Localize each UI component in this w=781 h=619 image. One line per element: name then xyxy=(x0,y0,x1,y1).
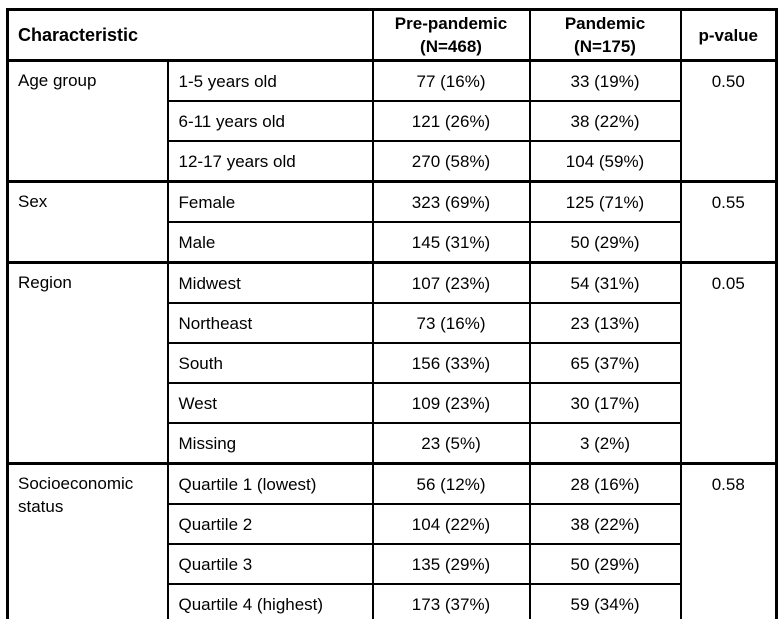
table-row: Age group 1-5 years old 77 (16%) 33 (19%) 0.… xyxy=(6,59,778,183)
pandemic-value-cell: 33 (19%) xyxy=(528,59,682,102)
pandemic-value-cell: 3 (2%) xyxy=(528,422,682,465)
pre-pandemic-value-cell: 56 (12%) xyxy=(371,462,531,505)
pre-pandemic-value-cell: 173 (37%) xyxy=(371,583,531,619)
table-row: Socioeconomic status Quartile 1 (lowest) 5… xyxy=(6,462,778,619)
group-label-cell: Region xyxy=(6,261,169,465)
pre-pandemic-value-cell: 77 (16%) xyxy=(371,59,531,102)
pandemic-value-cell: 50 (29%) xyxy=(528,221,682,264)
p-value-cell: 0.05 xyxy=(679,261,778,465)
header-pandemic-title: Pandemic xyxy=(564,14,646,33)
subcategory-cell: Quartile 4 (highest) xyxy=(166,583,374,619)
subcategory-cell: Quartile 3 xyxy=(166,543,374,585)
group-label-cell: Age group xyxy=(6,59,169,183)
pre-pandemic-value-cell: 135 (29%) xyxy=(371,543,531,585)
table-row: Region Midwest 107 (23%) 54 (31%) 0.05 xyxy=(6,261,778,465)
table-row: West 109 (23%) 30 (17%) xyxy=(8,382,777,424)
pre-pandemic-value-cell: 270 (58%) xyxy=(371,140,531,183)
characteristics-table: Characteristic Pre-pandemic (N=468) Pand… xyxy=(6,8,778,619)
table-row: Quartile 4 (highest) 173 (37%) 59 (34%) xyxy=(8,583,777,619)
pre-pandemic-value-cell: 109 (23%) xyxy=(371,382,531,424)
table-row: Quartile 3 135 (29%) 50 (29%) xyxy=(8,543,777,585)
pandemic-value-cell: 28 (16%) xyxy=(528,462,682,505)
header-pre-pandemic-n: (N=468) xyxy=(420,37,482,56)
p-value-cell: 0.55 xyxy=(679,180,778,264)
header-pre-pandemic-title: Pre-pandemic xyxy=(394,14,508,33)
subcategory-cell: 12-17 years old xyxy=(166,140,374,183)
subcategory-cell: Midwest xyxy=(166,261,374,304)
table-row: Male 145 (31%) 50 (29%) xyxy=(8,221,777,264)
table-row: Missing 23 (5%) 3 (2%) xyxy=(8,422,777,465)
table-row: Sex Female 323 (69%) 125 (71%) 0.55 xyxy=(6,180,778,264)
table-row: South 156 (33%) 65 (37%) xyxy=(8,342,777,384)
pandemic-value-cell: 38 (22%) xyxy=(528,503,682,545)
pandemic-value-cell: 104 (59%) xyxy=(528,140,682,183)
pandemic-value-cell: 23 (13%) xyxy=(528,302,682,344)
header-pandemic: Pandemic (N=175) xyxy=(528,8,682,62)
subcategory-cell: South xyxy=(166,342,374,384)
pandemic-value-cell: 38 (22%) xyxy=(528,100,682,142)
subcategory-cell: Male xyxy=(166,221,374,264)
pre-pandemic-value-cell: 23 (5%) xyxy=(371,422,531,465)
p-value-cell: 0.58 xyxy=(679,462,778,619)
pandemic-value-cell: 59 (34%) xyxy=(528,583,682,619)
pre-pandemic-value-cell: 121 (26%) xyxy=(371,100,531,142)
subcategory-cell: Quartile 1 (lowest) xyxy=(166,462,374,505)
pandemic-value-cell: 50 (29%) xyxy=(528,543,682,585)
table-row: 6-11 years old 121 (26%) 38 (22%) xyxy=(8,100,777,142)
pre-pandemic-value-cell: 73 (16%) xyxy=(371,302,531,344)
table-body: Age group 1-5 years old 77 (16%) 33 (19%) 0.… xyxy=(6,59,778,619)
pre-pandemic-value-cell: 107 (23%) xyxy=(371,261,531,304)
header-characteristic: Characteristic xyxy=(6,8,374,62)
subcategory-cell: Missing xyxy=(166,422,374,465)
subcategory-cell: Quartile 2 xyxy=(166,503,374,545)
table-row: 12-17 years old 270 (58%) 104 (59%) xyxy=(8,140,777,183)
pre-pandemic-value-cell: 145 (31%) xyxy=(371,221,531,264)
header-pre-pandemic: Pre-pandemic (N=468) xyxy=(371,8,531,62)
group-label-cell: Socioeconomic status xyxy=(6,462,169,619)
table-header: Characteristic Pre-pandemic (N=468) Pand… xyxy=(6,8,778,62)
header-row: Characteristic Pre-pandemic (N=468) Pand… xyxy=(6,8,778,62)
pre-pandemic-value-cell: 104 (22%) xyxy=(371,503,531,545)
subcategory-cell: Female xyxy=(166,180,374,223)
pre-pandemic-value-cell: 156 (33%) xyxy=(371,342,531,384)
subcategory-cell: 6-11 years old xyxy=(166,100,374,142)
p-value-cell: 0.50 xyxy=(679,59,778,183)
header-pandemic-n: (N=175) xyxy=(574,37,636,56)
table-row: Quartile 2 104 (22%) 38 (22%) xyxy=(8,503,777,545)
header-p-value: p-value xyxy=(679,8,778,62)
table-row: Northeast 73 (16%) 23 (13%) xyxy=(8,302,777,344)
subcategory-cell: West xyxy=(166,382,374,424)
pandemic-value-cell: 30 (17%) xyxy=(528,382,682,424)
subcategory-cell: 1-5 years old xyxy=(166,59,374,102)
group-label-cell: Sex xyxy=(6,180,169,264)
pandemic-value-cell: 125 (71%) xyxy=(528,180,682,223)
pandemic-value-cell: 54 (31%) xyxy=(528,261,682,304)
pre-pandemic-value-cell: 323 (69%) xyxy=(371,180,531,223)
pandemic-value-cell: 65 (37%) xyxy=(528,342,682,384)
subcategory-cell: Northeast xyxy=(166,302,374,344)
